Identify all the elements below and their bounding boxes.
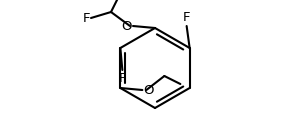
Text: F: F: [119, 72, 126, 85]
Text: O: O: [143, 83, 154, 96]
Text: F: F: [183, 11, 190, 24]
Text: O: O: [122, 19, 132, 33]
Text: F: F: [82, 11, 90, 25]
